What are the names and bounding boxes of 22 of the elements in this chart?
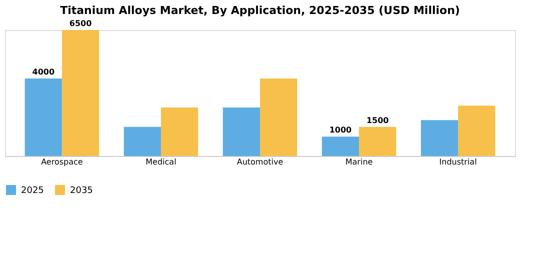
data-label: 6500 xyxy=(69,19,92,28)
bar xyxy=(322,136,360,156)
x-tick-label: Industrial xyxy=(439,158,477,166)
x-tick-label: Marine xyxy=(345,158,373,166)
bar xyxy=(24,78,62,156)
data-label: 1000 xyxy=(329,126,352,135)
legend-label: 2035 xyxy=(70,186,93,196)
bar xyxy=(260,78,298,156)
x-tick-label: Aerospace xyxy=(41,158,83,166)
bar xyxy=(124,126,161,156)
bar xyxy=(222,108,260,156)
data-label: 4000 xyxy=(32,67,55,76)
bar xyxy=(420,120,458,156)
data-label: 1500 xyxy=(366,116,390,125)
bar xyxy=(359,126,396,156)
legend-label: 2025 xyxy=(21,186,44,196)
bar xyxy=(62,30,100,156)
x-tick-label: Medical xyxy=(146,158,176,166)
bar xyxy=(458,106,496,156)
bar xyxy=(160,108,198,156)
x-tick-label: Automotive xyxy=(236,158,284,166)
chart-title: Titanium Alloys Market, By Application, 2025-2035 (USD Million) xyxy=(60,4,460,17)
